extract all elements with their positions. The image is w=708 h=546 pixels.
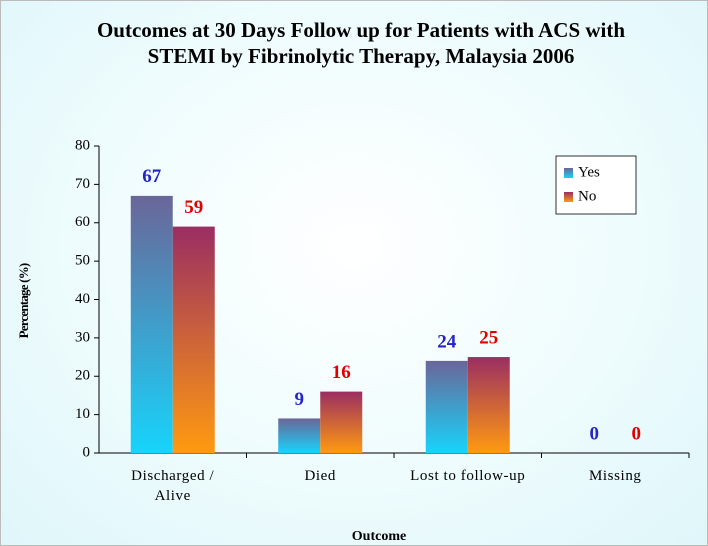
y-tick-label: 30	[75, 329, 90, 345]
y-tick-label: 0	[83, 444, 91, 460]
bar	[278, 418, 321, 453]
y-tick-label: 20	[75, 368, 90, 384]
value-label: 25	[479, 327, 498, 348]
legend-box	[555, 155, 637, 215]
bar	[320, 391, 363, 453]
y-tick-label: 10	[75, 406, 90, 422]
value-label: 0	[632, 423, 642, 444]
value-label: 16	[332, 362, 351, 383]
x-tick-label: Lost to follow-up	[410, 468, 526, 484]
legend-label: No	[578, 188, 596, 204]
y-axis-label: Percentage (%)	[16, 263, 31, 338]
y-tick-label: 50	[75, 253, 90, 269]
value-label: 24	[437, 331, 457, 352]
bar	[425, 360, 468, 453]
y-tick-label: 80	[75, 137, 90, 153]
value-label: 9	[295, 389, 305, 410]
y-tick-label: 60	[75, 214, 90, 230]
y-tick-label: 40	[75, 291, 90, 307]
value-label: 67	[142, 166, 162, 187]
bar	[467, 357, 510, 453]
legend-label: Yes	[578, 164, 600, 180]
bar	[130, 195, 173, 453]
chart-title: Outcomes at 30 Days Follow up for Patien…	[96, 18, 626, 68]
x-tick-label: Missing	[588, 468, 642, 484]
x-tick-label: Discharged / Alive	[131, 468, 215, 504]
legend-swatch	[564, 192, 573, 202]
bar	[172, 226, 215, 453]
x-tick-label: Died	[304, 468, 337, 484]
value-label: 59	[184, 197, 203, 218]
y-tick-label: 70	[75, 176, 90, 192]
value-label: 0	[590, 423, 600, 444]
x-axis-label: Outcome	[352, 529, 406, 544]
legend-swatch	[564, 168, 573, 178]
